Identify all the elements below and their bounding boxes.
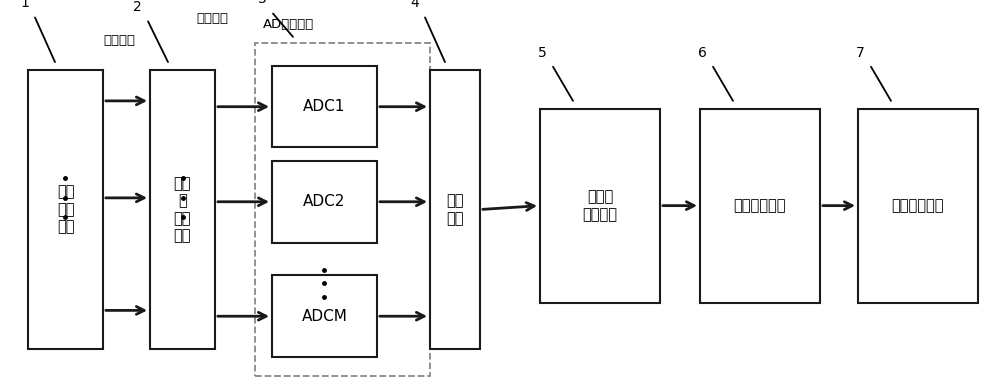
Text: 2: 2: [133, 0, 142, 14]
Text: 1: 1: [20, 0, 29, 10]
Text: ADC1: ADC1: [303, 99, 346, 114]
Bar: [272, 161, 377, 242]
Bar: [150, 70, 215, 349]
Bar: [272, 66, 377, 147]
Bar: [858, 109, 978, 303]
Text: 中频信号: 中频信号: [196, 12, 228, 25]
Text: 3: 3: [258, 0, 267, 6]
Text: 6: 6: [698, 46, 707, 60]
Bar: [430, 70, 480, 349]
Bar: [540, 109, 660, 303]
Text: ADC2: ADC2: [303, 194, 346, 209]
Text: 多通
道
变频
单元: 多通 道 变频 单元: [174, 176, 191, 243]
Text: 射频信号: 射频信号: [103, 33, 135, 47]
Bar: [272, 275, 377, 357]
Text: 存储
单元: 存储 单元: [446, 193, 464, 226]
Text: 5: 5: [538, 46, 547, 60]
Text: 校正验证单元: 校正验证单元: [892, 198, 944, 213]
Text: 7: 7: [856, 46, 865, 60]
Text: 校正补偿单元: 校正补偿单元: [734, 198, 786, 213]
Bar: [700, 109, 820, 303]
Bar: [255, 43, 430, 376]
Text: 信号
发生
单元: 信号 发生 单元: [57, 185, 74, 234]
Text: 4: 4: [410, 0, 419, 10]
Bar: [28, 70, 103, 349]
Text: ADCM: ADCM: [302, 309, 347, 324]
Text: 相位差
计算单元: 相位差 计算单元: [583, 189, 618, 222]
Text: AD采样单元: AD采样单元: [263, 18, 314, 31]
